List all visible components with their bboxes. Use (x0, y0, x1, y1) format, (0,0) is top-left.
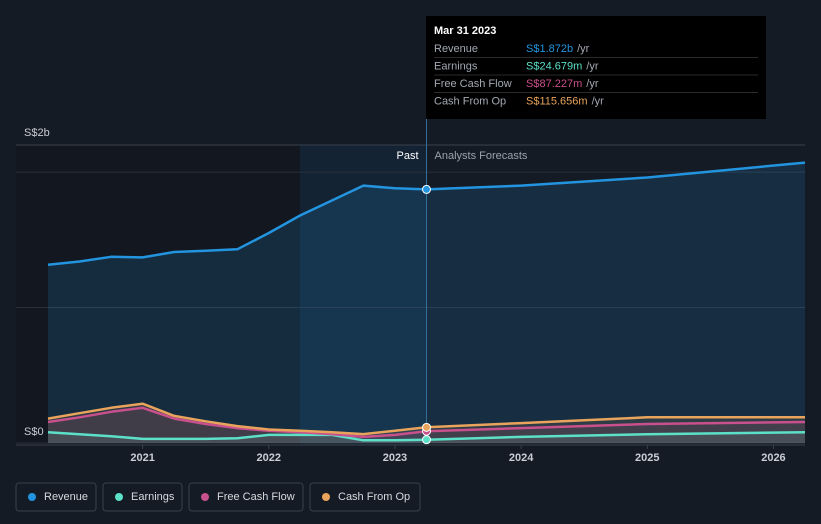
legend-swatch (115, 493, 123, 501)
legend-item[interactable] (15, 482, 97, 512)
legend-item[interactable] (188, 482, 304, 512)
series-line (47, 406, 806, 439)
tooltip-unit: /yr (577, 43, 590, 55)
tooltip-value: S$24.679m (526, 60, 582, 72)
tooltip: Mar 31 2023 Revenue S$1.872b/yr Earnings S$… (426, 16, 766, 119)
tooltip-unit: /yr (586, 78, 599, 90)
tooltip-value-text: S$87.227m/yr (526, 78, 599, 90)
legend-label: Cash From Op (338, 491, 410, 503)
legend-swatch (28, 493, 36, 501)
tooltip-box (426, 16, 766, 119)
tooltip-unit: /yr (592, 95, 605, 107)
x-tick-label: 2023 (383, 452, 407, 464)
past-label: Past (396, 150, 418, 162)
series-line (47, 402, 805, 436)
tooltip-value: S$1.872b (526, 43, 573, 55)
tooltip-value-text: S$1.872b/yr (526, 43, 590, 55)
y-tick-label: S$0 (24, 426, 44, 438)
x-tick-label: 2021 (130, 452, 154, 464)
legend-label: Earnings (131, 491, 175, 503)
series-line (47, 430, 806, 442)
tooltip-value: S$115.656m (526, 95, 588, 107)
tooltip-name: Earnings (434, 60, 478, 72)
y-tick-label: S$2b (24, 127, 50, 139)
tooltip-name: Revenue (434, 43, 478, 55)
hover-point (422, 435, 431, 445)
hover-region (300, 145, 427, 445)
x-tick-label: 2026 (761, 452, 785, 464)
tooltip-name: Free Cash Flow (434, 78, 512, 90)
series-line (47, 161, 806, 266)
tooltip-date: Mar 31 2023 (434, 25, 496, 37)
legend-label: Revenue (44, 491, 88, 503)
tooltip-value-text: S$24.679m/yr (526, 60, 599, 72)
x-tick-label: 2024 (509, 452, 534, 464)
legend-swatch (322, 493, 330, 501)
past-region (16, 145, 427, 445)
tooltip-value-text: S$115.656m/yr (526, 95, 604, 107)
forecast-label: Analysts Forecasts (435, 150, 528, 162)
legend-label: Free Cash Flow (217, 491, 295, 503)
x-tick-label: 2022 (257, 452, 281, 464)
hover-point (422, 184, 431, 194)
series-area (48, 403, 805, 443)
legend-swatch (201, 493, 209, 501)
legend: Revenue Earnings Free Cash Flow Cash From O… (15, 482, 421, 512)
hover-point (422, 422, 431, 432)
plot-area: S$0 S$2b 2021 2022 2023 2024 2025 2026 Past Analy… (16, 119, 806, 464)
tooltip-name: Cash From Op (434, 95, 506, 107)
legend-item[interactable] (309, 482, 421, 512)
tooltip-unit: /yr (586, 60, 599, 72)
legend-item[interactable] (102, 482, 183, 512)
x-tick-label: 2025 (635, 452, 659, 464)
tooltip-value: S$87.227m (526, 78, 582, 90)
